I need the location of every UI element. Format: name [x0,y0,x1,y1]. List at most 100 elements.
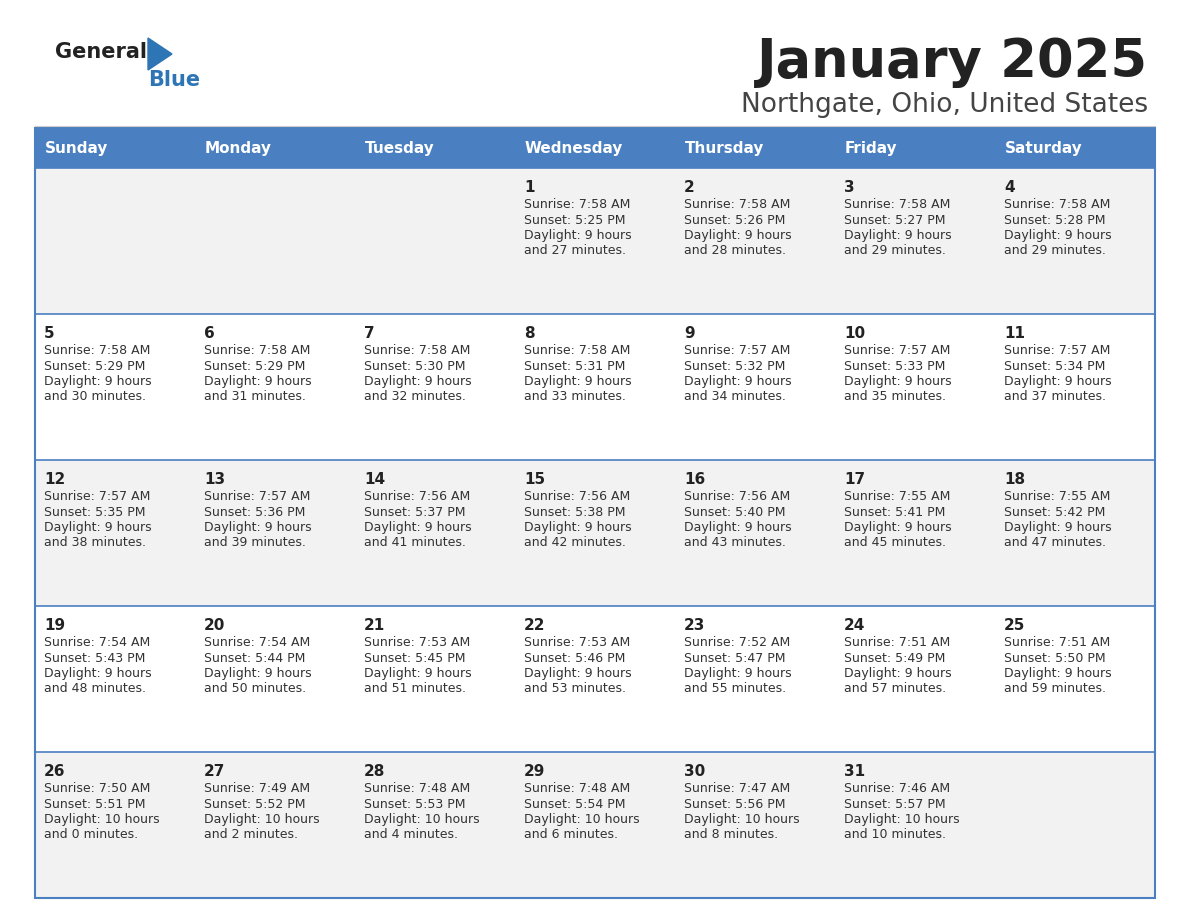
Text: 6: 6 [204,326,215,341]
Text: Daylight: 10 hours: Daylight: 10 hours [364,813,480,826]
Text: Sunset: 5:40 PM: Sunset: 5:40 PM [684,506,785,519]
Text: Sunset: 5:45 PM: Sunset: 5:45 PM [364,652,466,665]
Text: and 27 minutes.: and 27 minutes. [524,244,626,258]
Text: Daylight: 9 hours: Daylight: 9 hours [524,521,632,534]
Text: Daylight: 9 hours: Daylight: 9 hours [44,521,152,534]
Text: 9: 9 [684,326,695,341]
FancyBboxPatch shape [34,460,1155,606]
Text: Sunset: 5:29 PM: Sunset: 5:29 PM [204,360,305,373]
FancyBboxPatch shape [675,128,835,168]
Text: Sunrise: 7:57 AM: Sunrise: 7:57 AM [204,490,310,503]
FancyBboxPatch shape [835,128,996,168]
Text: Sunrise: 7:58 AM: Sunrise: 7:58 AM [843,198,950,211]
Text: Sunrise: 7:57 AM: Sunrise: 7:57 AM [843,344,950,357]
Text: Sunrise: 7:55 AM: Sunrise: 7:55 AM [843,490,950,503]
Text: 21: 21 [364,618,385,633]
Text: and 35 minutes.: and 35 minutes. [843,390,946,404]
Text: and 43 minutes.: and 43 minutes. [684,536,786,550]
FancyBboxPatch shape [355,128,516,168]
Text: and 0 minutes.: and 0 minutes. [44,829,138,842]
FancyBboxPatch shape [996,128,1155,168]
Text: Daylight: 10 hours: Daylight: 10 hours [524,813,639,826]
Text: 19: 19 [44,618,65,633]
Text: Daylight: 9 hours: Daylight: 9 hours [1004,521,1112,534]
Text: Sunset: 5:35 PM: Sunset: 5:35 PM [44,506,145,519]
Text: 29: 29 [524,764,545,779]
Text: Sunset: 5:36 PM: Sunset: 5:36 PM [204,506,305,519]
Text: Daylight: 10 hours: Daylight: 10 hours [44,813,159,826]
Text: 8: 8 [524,326,535,341]
Text: Sunset: 5:38 PM: Sunset: 5:38 PM [524,506,626,519]
FancyBboxPatch shape [34,128,195,168]
Text: Daylight: 9 hours: Daylight: 9 hours [204,667,311,680]
Text: and 31 minutes.: and 31 minutes. [204,390,305,404]
Text: Daylight: 9 hours: Daylight: 9 hours [684,229,791,242]
Text: 25: 25 [1004,618,1025,633]
Text: Sunrise: 7:46 AM: Sunrise: 7:46 AM [843,782,950,795]
Text: Sunrise: 7:48 AM: Sunrise: 7:48 AM [364,782,470,795]
Text: Sunrise: 7:53 AM: Sunrise: 7:53 AM [524,636,631,649]
Text: and 41 minutes.: and 41 minutes. [364,536,466,550]
Text: 16: 16 [684,472,706,487]
Text: 31: 31 [843,764,865,779]
Text: 30: 30 [684,764,706,779]
Text: Daylight: 9 hours: Daylight: 9 hours [843,375,952,388]
Text: 13: 13 [204,472,225,487]
Text: and 50 minutes.: and 50 minutes. [204,682,307,696]
Text: and 2 minutes.: and 2 minutes. [204,829,298,842]
Text: Sunrise: 7:47 AM: Sunrise: 7:47 AM [684,782,790,795]
Text: Daylight: 9 hours: Daylight: 9 hours [684,375,791,388]
Text: Sunset: 5:57 PM: Sunset: 5:57 PM [843,798,946,811]
Text: Daylight: 9 hours: Daylight: 9 hours [524,667,632,680]
Text: 26: 26 [44,764,65,779]
Text: Sunrise: 7:49 AM: Sunrise: 7:49 AM [204,782,310,795]
Text: and 34 minutes.: and 34 minutes. [684,390,786,404]
Text: and 38 minutes.: and 38 minutes. [44,536,146,550]
Text: Daylight: 9 hours: Daylight: 9 hours [364,521,472,534]
Text: Sunrise: 7:54 AM: Sunrise: 7:54 AM [204,636,310,649]
Text: and 33 minutes.: and 33 minutes. [524,390,626,404]
Text: 11: 11 [1004,326,1025,341]
Text: Sunset: 5:44 PM: Sunset: 5:44 PM [204,652,305,665]
FancyBboxPatch shape [195,128,355,168]
Text: Sunrise: 7:58 AM: Sunrise: 7:58 AM [524,198,631,211]
Text: Sunrise: 7:58 AM: Sunrise: 7:58 AM [1004,198,1111,211]
Text: Sunset: 5:33 PM: Sunset: 5:33 PM [843,360,946,373]
Text: Daylight: 9 hours: Daylight: 9 hours [44,375,152,388]
Text: 12: 12 [44,472,65,487]
Text: 5: 5 [44,326,55,341]
Text: and 48 minutes.: and 48 minutes. [44,682,146,696]
Text: and 10 minutes.: and 10 minutes. [843,829,946,842]
Text: Sunrise: 7:53 AM: Sunrise: 7:53 AM [364,636,470,649]
FancyBboxPatch shape [34,752,1155,898]
Text: Sunset: 5:25 PM: Sunset: 5:25 PM [524,214,626,227]
Text: 7: 7 [364,326,374,341]
Text: Sunrise: 7:58 AM: Sunrise: 7:58 AM [44,344,151,357]
Text: 23: 23 [684,618,706,633]
Text: Daylight: 10 hours: Daylight: 10 hours [843,813,960,826]
Text: Sunset: 5:52 PM: Sunset: 5:52 PM [204,798,305,811]
Text: Sunrise: 7:51 AM: Sunrise: 7:51 AM [1004,636,1111,649]
Text: Sunset: 5:34 PM: Sunset: 5:34 PM [1004,360,1105,373]
Text: Sunrise: 7:58 AM: Sunrise: 7:58 AM [524,344,631,357]
Text: Daylight: 9 hours: Daylight: 9 hours [364,375,472,388]
Text: Sunrise: 7:56 AM: Sunrise: 7:56 AM [684,490,790,503]
Text: Northgate, Ohio, United States: Northgate, Ohio, United States [741,92,1148,118]
Text: 27: 27 [204,764,226,779]
Text: Sunset: 5:47 PM: Sunset: 5:47 PM [684,652,785,665]
Text: and 51 minutes.: and 51 minutes. [364,682,466,696]
Text: and 47 minutes.: and 47 minutes. [1004,536,1106,550]
Text: Sunrise: 7:55 AM: Sunrise: 7:55 AM [1004,490,1111,503]
Text: Sunrise: 7:57 AM: Sunrise: 7:57 AM [1004,344,1111,357]
Text: and 39 minutes.: and 39 minutes. [204,536,305,550]
Text: Sunset: 5:31 PM: Sunset: 5:31 PM [524,360,625,373]
Text: and 30 minutes.: and 30 minutes. [44,390,146,404]
Text: Sunset: 5:32 PM: Sunset: 5:32 PM [684,360,785,373]
Text: 20: 20 [204,618,226,633]
Text: Monday: Monday [206,140,272,155]
Text: Sunset: 5:56 PM: Sunset: 5:56 PM [684,798,785,811]
Text: Sunrise: 7:54 AM: Sunrise: 7:54 AM [44,636,150,649]
Text: and 29 minutes.: and 29 minutes. [843,244,946,258]
Text: and 45 minutes.: and 45 minutes. [843,536,946,550]
Text: Daylight: 9 hours: Daylight: 9 hours [204,521,311,534]
